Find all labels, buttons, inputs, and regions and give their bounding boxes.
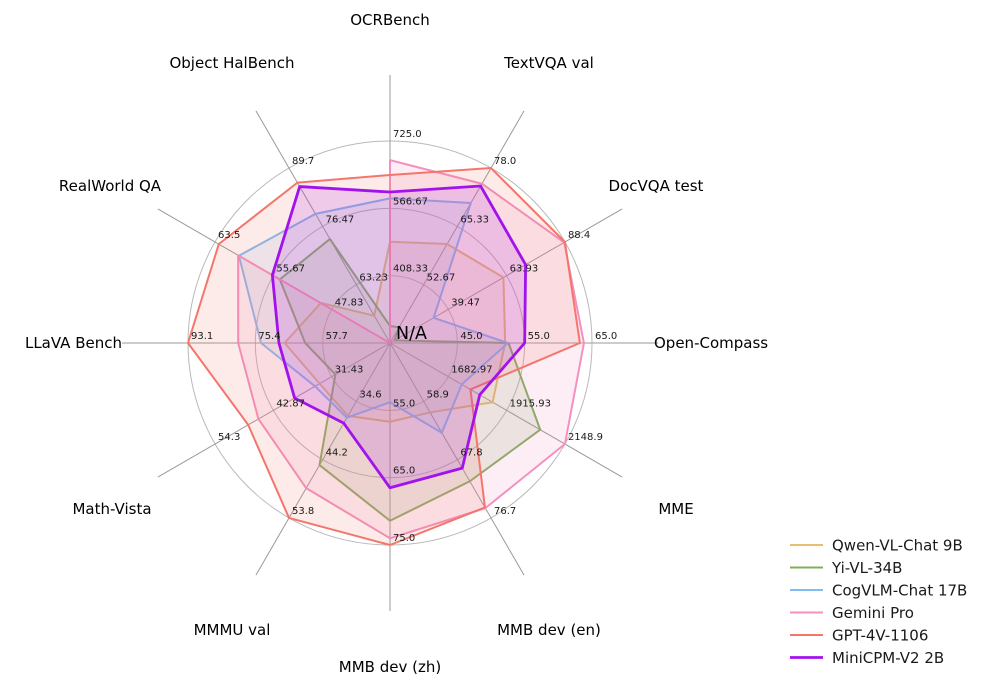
axis-title-docvqa-test: DocVQA test [609, 177, 704, 195]
radar-axis-spoke [389, 208, 623, 344]
center-na-label: N/A [396, 324, 427, 344]
axis-tick-label: 65.33 [460, 214, 489, 225]
axis-tick-label: 55.0 [393, 398, 415, 409]
axis-title-object-halbench: Object HalBench [169, 54, 294, 72]
axis-tick-label: 75.4 [258, 331, 280, 342]
axis-tick-label: 65.0 [595, 331, 617, 342]
axis-tick-label: 76.47 [326, 214, 355, 225]
axis-tick-label: 88.4 [568, 230, 590, 241]
axis-tick-label: 63.5 [218, 230, 240, 241]
axis-title-mme: MME [658, 500, 693, 518]
radar-axis-spoke [389, 110, 525, 344]
axis-tick-label: 93.1 [191, 331, 213, 342]
radar-axis-spoke [389, 342, 525, 576]
legend-label-gemini-pro: Gemini Pro [832, 604, 914, 622]
axis-tick-label: 63.93 [510, 264, 539, 275]
axis-title-realworld-qa: RealWorld QA [59, 177, 162, 195]
axis-tick-label: 42.87 [276, 398, 305, 409]
axis-tick-label: 1682.97 [451, 365, 492, 376]
axis-tick-label: 39.47 [451, 297, 480, 308]
axis-tick-label: 45.0 [460, 331, 482, 342]
axis-tick-label: 53.8 [292, 506, 314, 517]
axis-tick-label: 76.7 [494, 506, 516, 517]
radar-axis-spoke [157, 342, 391, 478]
radar-axis-spoke [255, 110, 391, 344]
axis-tick-label: 58.9 [427, 389, 449, 400]
series-polygon-gpt-4v-1106 [187, 167, 581, 546]
axis-tick-label: 2148.9 [568, 432, 603, 443]
axis-tick-label: 55.0 [528, 331, 550, 342]
axis-tick-label: 89.7 [292, 156, 314, 167]
radar-axis-spoke [255, 342, 391, 576]
series-polygon-minicpm-v2-2b [270, 184, 528, 490]
axis-tick-label: 57.7 [326, 331, 348, 342]
legend-label-gpt-4v-1106: GPT-4V-1106 [832, 627, 928, 645]
axis-title-textvqa-val: TextVQA val [503, 54, 594, 72]
axis-title-open-compass: Open-Compass [654, 334, 768, 352]
axis-tick-label: 63.23 [359, 273, 388, 284]
axis-tick-label: 566.67 [393, 196, 428, 207]
axis-tick-label: 67.8 [460, 448, 482, 459]
axis-tick-label: 47.83 [335, 297, 364, 308]
axis-tick-label: 1915.93 [510, 398, 551, 409]
axis-title-mmmu-val: MMMU val [194, 621, 271, 639]
legend-label-minicpm-v2-2b: MiniCPM-V2 2B [832, 649, 944, 667]
axis-tick-label: 408.33 [393, 264, 428, 275]
axis-tick-label: 55.67 [276, 264, 305, 275]
radar-axis-spoke [389, 342, 623, 478]
legend-label-cogvlm-chat-17b: CogVLM-Chat 17B [832, 582, 967, 600]
axis-title-mmb-dev-zh-: MMB dev (zh) [339, 658, 441, 676]
axis-title-mmb-dev-en-: MMB dev (en) [497, 621, 601, 639]
axis-tick-label: 34.6 [359, 389, 381, 400]
axis-tick-label: 65.0 [393, 466, 415, 477]
axis-title-math-vista: Math-Vista [72, 500, 151, 518]
axis-tick-label: 31.43 [335, 365, 364, 376]
axis-title-llava-bench: LLaVA Bench [25, 334, 122, 352]
axis-title-ocrbench: OCRBench [350, 11, 429, 29]
axis-tick-label: 52.67 [427, 273, 456, 284]
axis-tick-label: 78.0 [494, 156, 516, 167]
axis-tick-label: 54.3 [218, 432, 240, 443]
axis-tick-label: 725.0 [393, 129, 422, 140]
legend-label-qwen-vl-chat-9b: Qwen-VL-Chat 9B [832, 537, 963, 555]
axis-tick-label: 44.2 [326, 448, 348, 459]
legend-label-yi-vl-34b: Yi-VL-34B [831, 559, 902, 577]
axis-tick-label: 75.0 [393, 533, 415, 544]
